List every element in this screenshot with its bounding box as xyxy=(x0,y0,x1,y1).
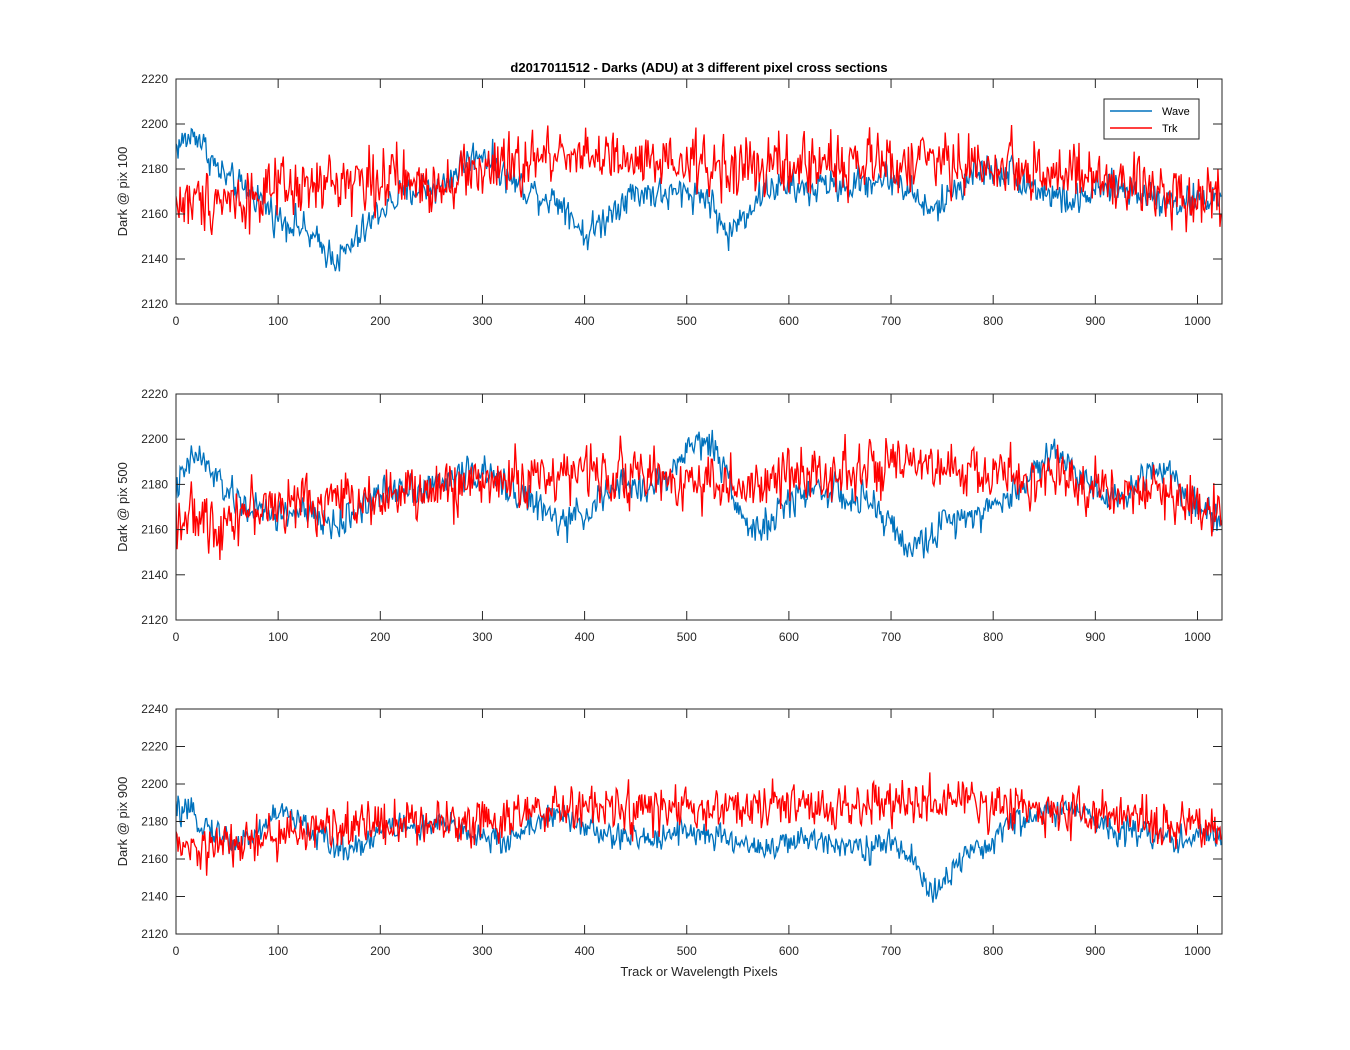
x-tick-label: 800 xyxy=(983,314,1003,328)
x-tick-label: 1000 xyxy=(1184,314,1211,328)
plot-area xyxy=(176,394,1222,620)
x-tick-label: 700 xyxy=(881,314,901,328)
axes-box xyxy=(175,78,1223,305)
y-tick-label: 2220 xyxy=(141,387,168,401)
y-tick-label: 2140 xyxy=(141,890,168,904)
x-tick-label: 200 xyxy=(370,944,390,958)
series-line-trk xyxy=(176,433,1222,561)
x-tick-label: 100 xyxy=(268,630,288,644)
chart-title: d2017011512 - Darks (ADU) at 3 different… xyxy=(510,60,887,75)
series-line-trk xyxy=(176,772,1222,876)
plot-area xyxy=(176,79,1222,304)
y-tick-label: 2220 xyxy=(141,740,168,754)
x-tick-label: 600 xyxy=(779,314,799,328)
y-tick-label: 2180 xyxy=(141,477,168,491)
y-tick-label: 2200 xyxy=(141,777,168,791)
y-tick-label: 2120 xyxy=(141,613,168,627)
series-line-wave xyxy=(176,429,1222,559)
x-tick-label: 600 xyxy=(779,630,799,644)
axes-box xyxy=(175,393,1223,621)
legend: Wave Trk xyxy=(1103,98,1200,140)
legend-label-trk: Trk xyxy=(1162,123,1178,135)
x-tick-label: 700 xyxy=(881,944,901,958)
x-tick-label: 400 xyxy=(575,630,595,644)
y-tick-label: 2240 xyxy=(141,702,168,716)
x-tick-label: 200 xyxy=(370,314,390,328)
x-tick-label: 900 xyxy=(1085,314,1105,328)
y-tick-label: 2140 xyxy=(141,252,168,266)
y-tick-label: 2160 xyxy=(141,207,168,221)
y-tick-label: 2180 xyxy=(141,815,168,829)
x-tick-label: 300 xyxy=(472,630,492,644)
y-tick-label: 2180 xyxy=(141,162,168,176)
x-tick-label: 300 xyxy=(472,314,492,328)
legend-label-wave: Wave xyxy=(1162,106,1190,118)
y-tick-label: 2160 xyxy=(141,852,168,866)
plot-area xyxy=(176,709,1222,934)
series-line-wave xyxy=(176,127,1222,272)
x-tick-label: 700 xyxy=(881,630,901,644)
x-tick-label: 0 xyxy=(173,630,180,644)
subplot-2: 0 100 200 300 400 500 600 700 800 900 1000 2120 2140… xyxy=(115,387,1223,644)
x-tick-label: 400 xyxy=(575,944,595,958)
x-tick-label: 500 xyxy=(677,314,697,328)
x-tick-label: 800 xyxy=(983,944,1003,958)
y-tick-label: 2200 xyxy=(141,117,168,131)
x-tick-label: 0 xyxy=(173,314,180,328)
y-axis-label: Dark @ pix 900 xyxy=(115,777,130,867)
x-tick-label: 100 xyxy=(268,314,288,328)
y-axis-label: Dark @ pix 500 xyxy=(115,462,130,552)
x-tick-label: 900 xyxy=(1085,944,1105,958)
x-tick-label: 300 xyxy=(472,944,492,958)
y-tick-label: 2200 xyxy=(141,432,168,446)
legend-box xyxy=(1103,98,1200,140)
x-tick-label: 0 xyxy=(173,944,180,958)
x-tick-label: 1000 xyxy=(1184,944,1211,958)
x-tick-label: 200 xyxy=(370,630,390,644)
x-tick-label: 600 xyxy=(779,944,799,958)
y-tick-label: 2140 xyxy=(141,568,168,582)
x-tick-label: 1000 xyxy=(1184,630,1211,644)
x-tick-label: 900 xyxy=(1085,630,1105,644)
y-tick-label: 2120 xyxy=(141,297,168,311)
y-axis-label: Dark @ pix 100 xyxy=(115,147,130,237)
y-tick-label: 2160 xyxy=(141,523,168,537)
y-tick-label: 2120 xyxy=(141,927,168,941)
subplot-1: 0 100 200 300 400 500 600 700 800 900 1000 2120 2140… xyxy=(115,60,1223,328)
x-tick-label: 100 xyxy=(268,944,288,958)
x-tick-label: 500 xyxy=(677,630,697,644)
y-tick-label: 2220 xyxy=(141,72,168,86)
x-tick-label: 400 xyxy=(575,314,595,328)
subplot-3: 0 100 200 300 400 500 600 700 800 900 1000 2120 2140… xyxy=(115,702,1223,979)
x-axis-label: Track or Wavelength Pixels xyxy=(620,964,778,979)
x-tick-label: 500 xyxy=(677,944,697,958)
x-tick-label: 800 xyxy=(983,630,1003,644)
series-line-trk xyxy=(176,125,1222,236)
